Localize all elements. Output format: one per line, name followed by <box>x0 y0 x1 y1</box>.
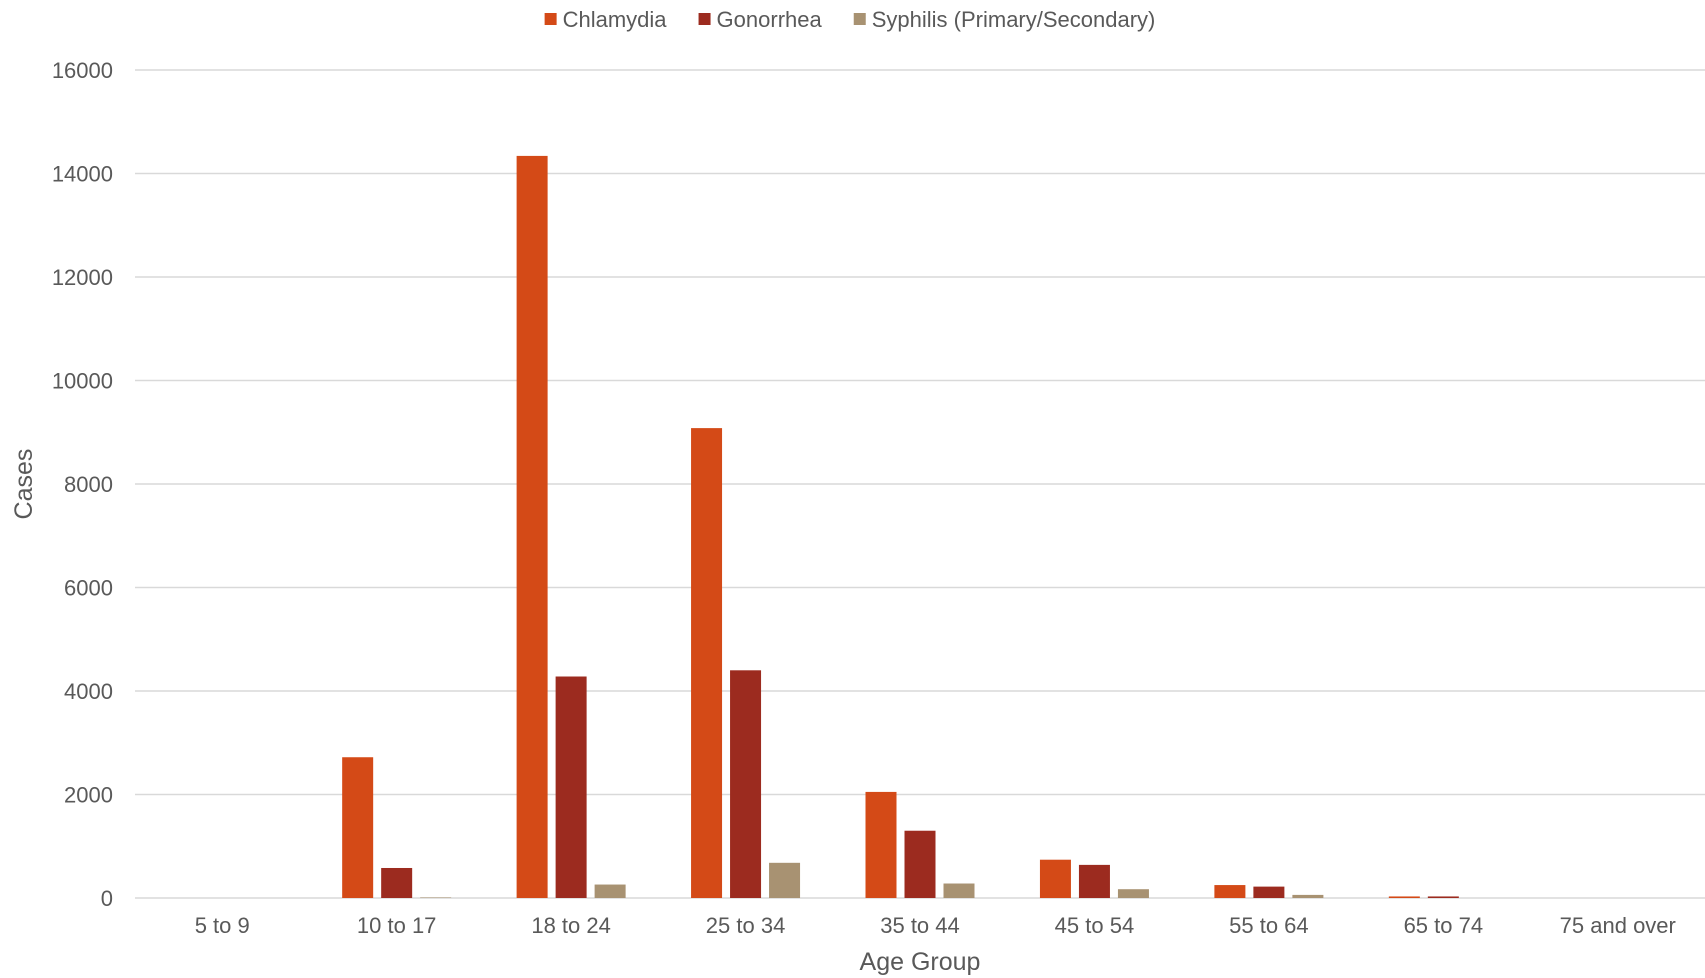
y-tick-label-8: 16000 <box>52 58 113 83</box>
x-axis-title: Age Group <box>860 948 981 976</box>
bar-syphilis-primary-secondary-3 <box>769 862 801 898</box>
x-tick-label-7: 65 to 74 <box>1404 913 1484 938</box>
bar-syphilis-primary-secondary-2 <box>594 884 626 898</box>
y-tick-label-3: 6000 <box>64 576 113 601</box>
y-tick-label-2: 4000 <box>64 679 113 704</box>
bar-chlamydia-3 <box>691 428 723 898</box>
x-tick-label-3: 25 to 34 <box>706 913 786 938</box>
bar-syphilis-primary-secondary-1 <box>420 897 452 898</box>
y-tick-label-5: 10000 <box>52 369 113 394</box>
y-tick-label-6: 12000 <box>52 265 113 290</box>
x-tick-label-4: 35 to 44 <box>880 913 960 938</box>
bar-gonorrhea-5 <box>1078 864 1110 898</box>
legend-label-syphilis-primary-secondary: Syphilis (Primary/Secondary) <box>872 7 1156 32</box>
y-tick-label-7: 14000 <box>52 162 113 187</box>
y-axis-title: Cases <box>10 449 38 520</box>
x-axis-tick-labels: 5 to 9 10 to 17 18 to 24 25 to 34 35 to 44 45… <box>195 913 1676 938</box>
bar-gonorrhea-4 <box>904 830 936 898</box>
legend-label-chlamydia: Chlamydia <box>563 7 668 32</box>
bar-gonorrhea-7 <box>1427 896 1459 898</box>
x-tick-label-1: 10 to 17 <box>357 913 437 938</box>
y-tick-label-4: 8000 <box>64 472 113 497</box>
legend-swatch-chlamydia <box>544 13 557 25</box>
x-tick-label-2: 18 to 24 <box>531 913 611 938</box>
x-tick-label-8: 75 and over <box>1560 913 1676 938</box>
bar-gonorrhea-3 <box>730 670 762 898</box>
gridlines <box>135 69 1705 899</box>
bar-chlamydia-5 <box>1039 859 1071 898</box>
legend-label-gonorrhea: Gonorrhea <box>717 7 823 32</box>
bar-chlamydia-1 <box>342 757 374 898</box>
bar-chlamydia-7 <box>1388 896 1420 898</box>
bar-chlamydia-6 <box>1214 885 1246 898</box>
y-axis-tick-labels: 0 2000 4000 6000 8000 10000 12000 14000 16000 <box>52 58 113 911</box>
y-tick-label-1: 2000 <box>64 783 113 808</box>
bar-syphilis-primary-secondary-4 <box>943 883 975 898</box>
legend: Chlamydia Gonorrhea Syphilis (Primary/Seco… <box>544 7 1156 32</box>
x-tick-label-0: 5 to 9 <box>195 913 250 938</box>
bar-chlamydia-4 <box>865 791 897 898</box>
bar-syphilis-primary-secondary-5 <box>1117 889 1149 898</box>
legend-swatch-gonorrhea <box>698 13 711 25</box>
y-tick-label-0: 0 <box>101 886 113 911</box>
x-tick-label-5: 45 to 54 <box>1055 913 1135 938</box>
x-tick-label-6: 55 to 64 <box>1229 913 1309 938</box>
bar-gonorrhea-6 <box>1253 886 1285 898</box>
legend-swatch-syphilis-primary-secondary <box>853 13 866 25</box>
bar-chlamydia-2 <box>516 155 548 898</box>
bars <box>342 155 1459 898</box>
bar-syphilis-primary-secondary-6 <box>1292 894 1324 898</box>
bar-gonorrhea-2 <box>555 676 587 898</box>
bar-gonorrhea-1 <box>381 867 413 898</box>
